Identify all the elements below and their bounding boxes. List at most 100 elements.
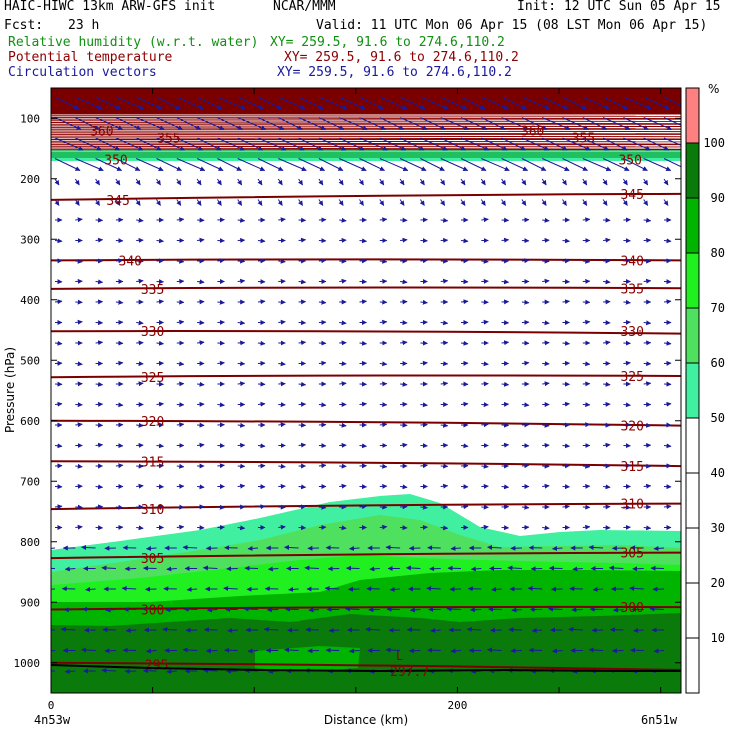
circulation-vector: [399, 199, 405, 206]
circulation-vector: [643, 422, 652, 428]
circulation-vector: [501, 137, 527, 151]
circulation-vector: [298, 279, 307, 285]
circulation-vector: [562, 299, 570, 305]
circulation-vector: [582, 96, 611, 110]
circulation-vector: [197, 237, 205, 243]
circulation-vector: [481, 217, 489, 223]
circulation-vector: [135, 178, 141, 186]
theta-line-upper: [51, 137, 681, 140]
theta-line-upper: [51, 125, 681, 127]
circulation-vector: [318, 299, 327, 305]
circulation-vector: [196, 117, 225, 130]
circulation-vector: [623, 96, 652, 110]
circulation-vector: [470, 566, 482, 572]
theta-label: 355: [572, 132, 595, 147]
circulation-vector: [278, 422, 286, 428]
circulation-vector: [359, 401, 367, 407]
circulation-vector: [115, 199, 121, 206]
circulation-vector: [237, 117, 267, 131]
circulation-vector: [95, 381, 104, 387]
theta-label: 320: [620, 420, 643, 435]
circulation-vector: [602, 199, 608, 206]
theta-label: 345: [620, 188, 643, 203]
circulation-vector: [115, 96, 145, 110]
valid-time: Valid: 11 UTC Mon 06 Apr 15 (08 LST Mon …: [316, 18, 708, 33]
circulation-vector: [277, 199, 283, 206]
circulation-vector: [298, 484, 307, 490]
circulation-vector: [501, 199, 507, 206]
circulation-vector: [339, 117, 368, 131]
theta-label: 300: [141, 604, 164, 619]
circulation-vector: [257, 117, 285, 130]
theta-label: 310: [620, 498, 643, 513]
circulation-vector: [481, 117, 506, 130]
circulation-vector: [75, 158, 104, 172]
circulation-vector: [318, 178, 324, 186]
circulation-vector: [278, 524, 286, 530]
circulation-vector: [501, 158, 529, 171]
y-tick-label: 800: [20, 536, 40, 549]
circulation-vector: [663, 178, 669, 186]
circulation-vector: [217, 137, 245, 151]
x-right-endpoint: 6n51w: [641, 713, 678, 727]
circulation-vector: [400, 279, 408, 285]
circulation-vector: [338, 158, 367, 171]
circulation-vector: [135, 158, 164, 171]
circulation-vector: [460, 299, 469, 305]
circulation-vector: [623, 360, 631, 366]
axes: 100 200 300 400 500 600 700 800 900 1000 0 200: [14, 88, 681, 712]
theta-label: 335: [141, 283, 164, 298]
circulation-vector: [663, 199, 669, 206]
circulation-vector: [358, 178, 364, 186]
colorbar: 10 20 30 40 50 60 70 80 90 100: [685, 87, 725, 694]
stratosphere-theta-lines: [51, 113, 681, 151]
circulation-vector: [358, 199, 364, 206]
circulation-vector: [582, 463, 591, 469]
circulation-vector: [146, 648, 157, 654]
y-axis-title: Pressure (hPa): [3, 347, 17, 433]
field-theta-xy: XY= 259.5, 91.6 to 274.6,110.2: [284, 50, 519, 65]
circulation-vector: [284, 544, 299, 550]
circulation-vector: [460, 199, 466, 206]
circulation-vector: [582, 137, 610, 151]
circulation-vector: [450, 545, 462, 551]
circulation-vector: [257, 96, 283, 110]
circulation-vector: [237, 381, 246, 387]
circulation-vector: [136, 422, 144, 428]
theta-label: 305: [620, 547, 643, 562]
rh-80-pocket: [255, 646, 360, 672]
circulation-vector: [318, 137, 347, 151]
circulation-vector: [582, 422, 591, 428]
circulation-vector: [622, 178, 628, 186]
theta-label: 340: [119, 254, 142, 269]
circulation-vector: [501, 484, 510, 490]
circulation-vector: [420, 117, 446, 130]
colorbar-unit: %: [708, 82, 719, 96]
theta-label: 325: [141, 371, 164, 386]
circulation-vector: [75, 524, 83, 530]
circulation-vector: [480, 199, 486, 206]
circulation-vector: [318, 96, 348, 110]
circulation-vector: [623, 463, 631, 469]
circulation-vector: [298, 381, 307, 387]
circulation-vector: [237, 178, 243, 186]
theta-line: [51, 374, 681, 379]
low-value: 297.7: [390, 665, 429, 680]
circulation-vector: [602, 178, 608, 186]
circulation-vector: [176, 319, 185, 325]
circulation-vector: [466, 626, 482, 632]
circulation-vector: [379, 199, 385, 206]
y-tick-label: 400: [20, 294, 40, 307]
circulation-vector: [521, 504, 530, 510]
circulation-vector: [440, 96, 468, 110]
circulation-vector: [345, 606, 360, 612]
circulation-vector: [552, 648, 563, 654]
circulation-vector: [217, 96, 246, 110]
circulation-vector: [501, 178, 507, 186]
circulation-vector: [176, 361, 185, 367]
circulation-vector: [156, 117, 183, 130]
circulation-vector: [507, 565, 522, 571]
circulation-vector: [379, 137, 407, 151]
circulation-vector: [359, 137, 388, 151]
